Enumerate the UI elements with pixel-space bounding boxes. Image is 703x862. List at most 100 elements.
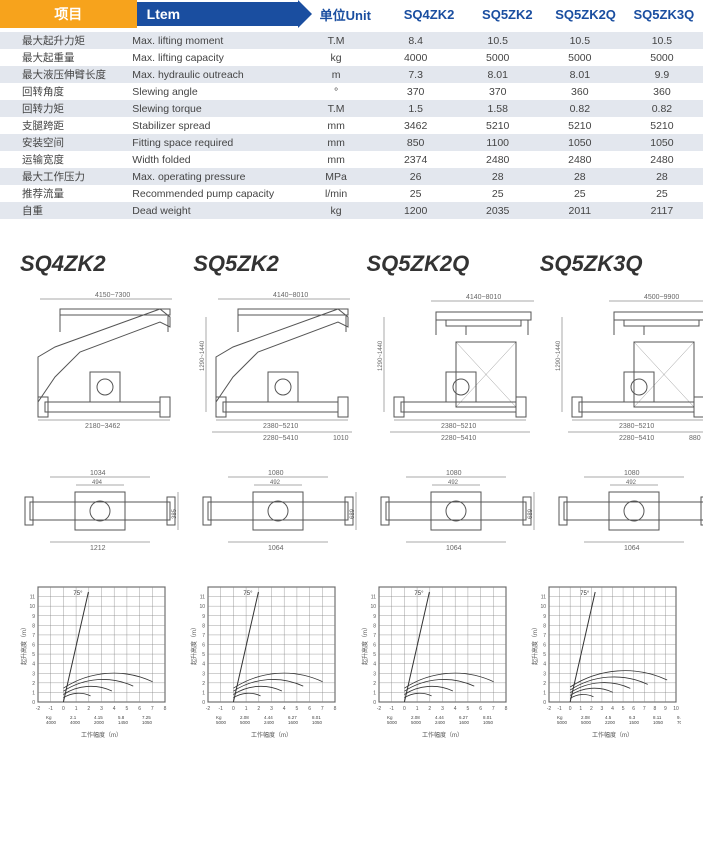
svg-text:11: 11 [370, 595, 375, 601]
svg-text:9: 9 [664, 706, 667, 712]
cell-val: 4000 [375, 49, 457, 66]
cell-val: 2480 [457, 151, 539, 168]
cell-unit: MPa [298, 168, 375, 185]
cell-val: 360 [539, 83, 621, 100]
cell-val: 25 [621, 185, 703, 202]
svg-text:9: 9 [543, 614, 546, 620]
top-view-row: 1034 494 1212 385 1080 492 1064 689 1080… [0, 457, 703, 567]
svg-text:8: 8 [653, 706, 656, 712]
svg-text:-1: -1 [48, 706, 53, 712]
svg-text:4140~8010: 4140~8010 [273, 292, 308, 299]
svg-text:2: 2 [87, 706, 90, 712]
svg-text:1050: 1050 [483, 720, 494, 725]
cell-cn: 推荐流量 [0, 185, 128, 202]
svg-text:2280~5410: 2280~5410 [619, 435, 654, 442]
svg-text:8: 8 [202, 623, 205, 629]
top-view: 1080 492 1064 689 [198, 467, 358, 557]
header-model-2: SQ5ZK2Q [546, 3, 624, 26]
svg-text:7: 7 [151, 706, 154, 712]
svg-text:2: 2 [373, 681, 376, 687]
side-view: 4150~7300 2180~3462 [20, 287, 180, 447]
cell-cn: 安装空间 [0, 134, 128, 151]
svg-text:1600: 1600 [459, 720, 470, 725]
svg-text:5: 5 [32, 652, 35, 658]
svg-text:0: 0 [32, 700, 35, 706]
svg-text:3: 3 [543, 671, 546, 677]
svg-text:1: 1 [543, 690, 546, 696]
cell-val: 28 [539, 168, 621, 185]
svg-text:1290~1440: 1290~1440 [378, 340, 384, 371]
cell-val: 3462 [375, 117, 457, 134]
side-view: 4500~9900 2380~5210 2280~5410 1290~1440 … [554, 287, 703, 447]
svg-text:1080: 1080 [446, 470, 462, 477]
svg-text:1: 1 [579, 706, 582, 712]
top-view: 1080 492 1064 771 [554, 467, 703, 557]
cell-val: 2035 [457, 202, 539, 219]
svg-text:-2: -2 [547, 706, 552, 712]
svg-text:7: 7 [373, 633, 376, 639]
cell-en: Fitting space required [128, 134, 297, 151]
svg-text:75°: 75° [73, 591, 83, 597]
svg-text:10: 10 [29, 604, 35, 610]
svg-text:1500: 1500 [629, 720, 640, 725]
svg-text:8: 8 [334, 706, 337, 712]
side-view-diagram: 4150~7300 2180~3462 [20, 287, 180, 447]
cell-val: 5000 [457, 49, 539, 66]
table-row: 运输宽度Width foldedmm2374248024802480 [0, 151, 703, 168]
svg-text:0: 0 [202, 700, 205, 706]
cell-val: 2480 [539, 151, 621, 168]
cell-en: Max. hydraulic outreach [128, 66, 297, 83]
svg-text:3: 3 [100, 706, 103, 712]
svg-text:9: 9 [373, 614, 376, 620]
model-title-2: SQ5ZK2Q [367, 251, 510, 277]
svg-text:494: 494 [92, 480, 103, 486]
svg-text:5: 5 [202, 652, 205, 658]
svg-text:5: 5 [466, 706, 469, 712]
cell-val: 1100 [457, 134, 539, 151]
svg-text:7: 7 [32, 633, 35, 639]
svg-text:11: 11 [200, 595, 205, 601]
svg-text:75°: 75° [244, 591, 254, 597]
table-row: 回转角度Slewing angle°370370360360 [0, 83, 703, 100]
svg-text:1290~1440: 1290~1440 [200, 340, 206, 371]
svg-text:7: 7 [643, 706, 646, 712]
table-row: 最大起重量Max. lifting capacitykg400050005000… [0, 49, 703, 66]
chart: 11109876543210-2-101234567891075°Kg50002… [531, 577, 683, 739]
svg-text:11: 11 [30, 595, 35, 601]
cell-en: Dead weight [128, 202, 297, 219]
svg-text:2: 2 [32, 681, 35, 687]
header-ltem: Ltem [137, 2, 298, 26]
svg-text:起升高度（m）: 起升高度（m） [20, 624, 28, 665]
header-model-1: SQ5ZK2 [468, 3, 546, 26]
cell-cn: 最大起重量 [0, 49, 128, 66]
svg-text:9: 9 [32, 614, 35, 620]
cell-val: 8.4 [375, 32, 457, 49]
chart: 11109876543210-2-101234567875°Kg50002.08… [190, 577, 342, 739]
header-model-0: SQ4ZK2 [390, 3, 468, 26]
svg-text:492: 492 [270, 480, 281, 486]
cell-val: 10.5 [621, 32, 703, 49]
svg-text:4140~8010: 4140~8010 [466, 294, 501, 301]
svg-text:2: 2 [543, 681, 546, 687]
side-view-diagram: 4140~8010 2380~5210 2280~5410 1290~1440 … [198, 287, 358, 447]
svg-text:1050: 1050 [312, 720, 323, 725]
svg-text:0: 0 [373, 700, 376, 706]
cell-cn: 最大工作压力 [0, 168, 128, 185]
svg-text:4: 4 [611, 706, 614, 712]
table-header: 项目 Ltem 单位Unit SQ4ZK2 SQ5ZK2 SQ5ZK2Q SQ5… [0, 0, 703, 28]
svg-text:8: 8 [543, 623, 546, 629]
model-title-1: SQ5ZK2 [193, 251, 336, 277]
cell-val: 2480 [621, 151, 703, 168]
svg-text:1: 1 [415, 706, 418, 712]
cell-val: 7.3 [375, 66, 457, 83]
svg-text:4: 4 [202, 662, 205, 668]
svg-text:10: 10 [540, 604, 546, 610]
svg-text:689: 689 [528, 508, 534, 519]
cell-cn: 支腿跨距 [0, 117, 128, 134]
top-view-diagram: 1080 492 1064 689 [198, 467, 358, 557]
cell-val: 2374 [375, 151, 457, 168]
svg-text:-1: -1 [219, 706, 224, 712]
svg-text:0: 0 [232, 706, 235, 712]
cell-val: 8.01 [457, 66, 539, 83]
header-model-3: SQ5ZK3Q [625, 3, 703, 26]
